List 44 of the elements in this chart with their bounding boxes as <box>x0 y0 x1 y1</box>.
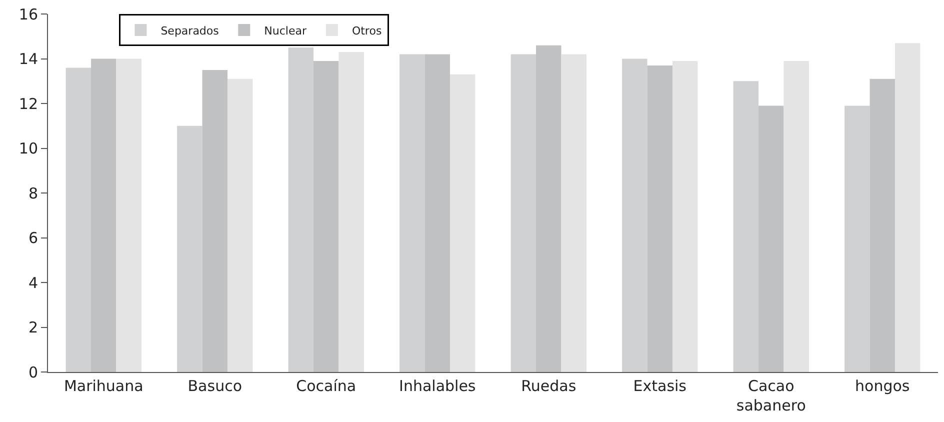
bar <box>672 60 698 372</box>
legend-label: Otros <box>352 24 382 38</box>
bar <box>894 43 920 372</box>
bar <box>177 126 202 372</box>
x-tick-label: Basuco <box>188 377 242 395</box>
x-tick-label: Extasis <box>633 377 687 395</box>
bar <box>450 74 476 372</box>
bar <box>400 54 425 372</box>
y-tick-label: 6 <box>28 229 38 247</box>
bar <box>647 65 672 372</box>
y-tick-label: 16 <box>18 5 38 24</box>
x-tick-label: hongos <box>855 377 910 395</box>
bar <box>561 54 586 372</box>
y-tick-label: 8 <box>28 184 38 202</box>
legend-label: Nuclear <box>264 24 307 38</box>
bar <box>227 78 253 372</box>
y-tick-label: 4 <box>28 274 38 292</box>
bar <box>288 48 314 372</box>
bar <box>338 52 364 372</box>
bar <box>844 106 870 372</box>
y-tick-label: 0 <box>28 363 38 382</box>
x-tick-label: Ruedas <box>521 377 576 395</box>
bar <box>733 81 759 372</box>
bar <box>622 58 648 372</box>
bar <box>758 106 784 372</box>
y-tick-label: 12 <box>18 94 38 113</box>
x-tick-label: Marihuana <box>64 377 144 395</box>
y-tick-label: 10 <box>18 140 38 158</box>
x-tick-label: Cocaína <box>296 377 356 395</box>
y-tick-label: 2 <box>28 318 38 336</box>
bar <box>91 58 116 372</box>
bar <box>314 60 339 372</box>
bar <box>870 78 895 372</box>
bar <box>202 70 228 372</box>
bar <box>536 45 562 372</box>
legend-label: Separados <box>160 24 220 38</box>
bar <box>66 68 92 372</box>
y-tick-label: 14 <box>18 50 38 68</box>
bar <box>424 54 450 372</box>
bar <box>784 60 809 372</box>
x-tick-label: Inhalables <box>399 377 476 395</box>
bar <box>510 54 536 372</box>
bar <box>116 58 142 372</box>
x-tick-label: Cacao sabanero <box>736 377 806 414</box>
